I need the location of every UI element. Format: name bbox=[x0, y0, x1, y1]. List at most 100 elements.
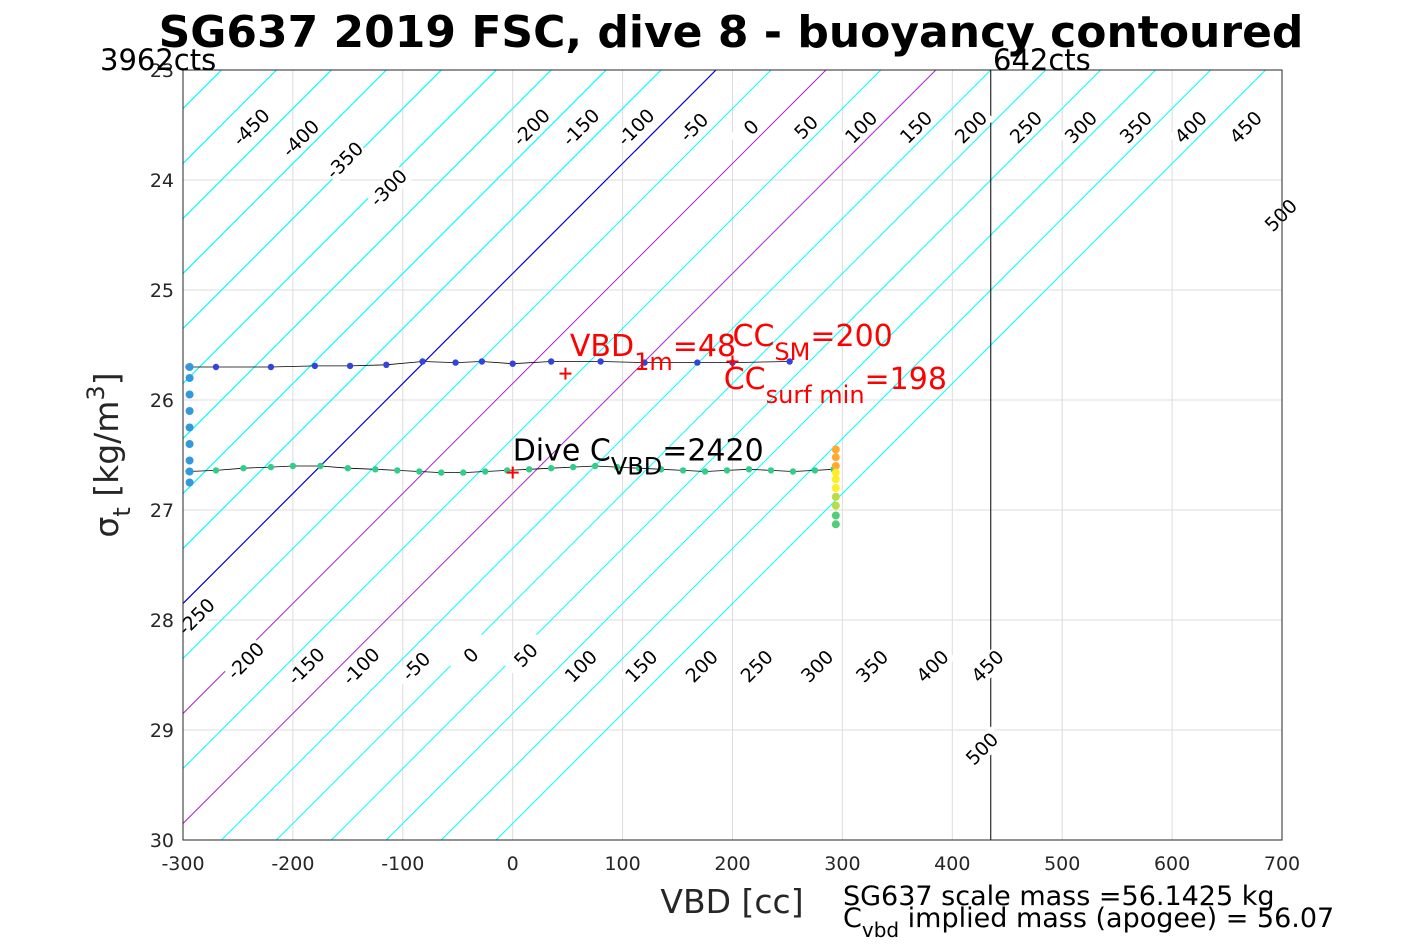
contour-line-100 bbox=[183, 70, 827, 715]
data-point bbox=[267, 463, 275, 471]
data-point bbox=[383, 361, 390, 368]
contour-label: -250 bbox=[174, 594, 220, 640]
contour-label-bg bbox=[366, 165, 412, 211]
contour-label: -300 bbox=[366, 165, 412, 211]
x-tick-label: 700 bbox=[1264, 853, 1300, 875]
y-axis-label-part: ] bbox=[87, 372, 126, 385]
contour-label-bg bbox=[558, 105, 604, 151]
contour-line-extra bbox=[183, 70, 497, 385]
contour-label-bg bbox=[228, 105, 275, 151]
data-point bbox=[185, 390, 194, 399]
contour-line--400 bbox=[183, 70, 277, 165]
contour-label-text: -100 bbox=[338, 644, 384, 690]
contour-line-extra bbox=[183, 70, 607, 495]
data-point bbox=[745, 466, 753, 473]
buoyancy-contours bbox=[0, 70, 1266, 840]
annotation-main: VBD bbox=[570, 329, 634, 364]
data-point bbox=[212, 467, 220, 474]
contour-label-bg bbox=[613, 105, 659, 151]
y-axis-label-part: t bbox=[108, 507, 136, 516]
data-point bbox=[438, 469, 445, 476]
x-tick-label: 400 bbox=[934, 853, 970, 875]
y-axis-label: σt [kg/m3] bbox=[82, 372, 136, 537]
data-point bbox=[635, 465, 643, 472]
axes bbox=[182, 69, 1283, 841]
data-point bbox=[525, 466, 533, 473]
data-point bbox=[767, 467, 775, 474]
contour-label-bg bbox=[1223, 105, 1269, 151]
data-point bbox=[613, 463, 621, 471]
contour-label-bg bbox=[558, 644, 604, 690]
contour-label: 450 bbox=[1223, 105, 1269, 151]
y-tick-label: 27 bbox=[150, 500, 174, 522]
y-tick-label: 24 bbox=[150, 170, 174, 192]
data-point bbox=[831, 511, 840, 520]
x-tick-label: 0 bbox=[507, 853, 519, 875]
contour-label-bg bbox=[948, 105, 995, 151]
annotation-main: Dive C bbox=[513, 434, 611, 469]
footer-scale-mass: SG637 scale mass =56.1425 kg bbox=[843, 881, 1275, 912]
annotation-sub: surf min bbox=[766, 381, 865, 409]
annotation-value: =48 bbox=[673, 329, 736, 364]
x-tick-label: 500 bbox=[1044, 853, 1080, 875]
annotation: Dive CVBD=2420 bbox=[513, 434, 764, 481]
x-tick-label: 600 bbox=[1154, 853, 1190, 875]
contour-line-500 bbox=[495, 70, 1266, 840]
data-point bbox=[831, 475, 840, 484]
footer-implied-mass: Cvbd implied mass (apogee) = 56.07 bbox=[843, 903, 1334, 942]
y-tick-label: 30 bbox=[150, 830, 174, 852]
contour-line--200 bbox=[183, 70, 497, 385]
annotation-sub: VBD bbox=[611, 453, 662, 481]
contour-label-text: -200 bbox=[223, 638, 269, 684]
data-point bbox=[240, 465, 247, 472]
data-point bbox=[452, 359, 459, 366]
data-point bbox=[185, 467, 194, 476]
contour-label-bg bbox=[849, 644, 896, 690]
contour-label-bg bbox=[1058, 105, 1104, 151]
contour-label: 450 bbox=[965, 644, 1011, 690]
y-axis-label-part: [kg/m bbox=[87, 401, 126, 508]
contour-label-bg bbox=[509, 105, 555, 151]
contour-label-bg bbox=[503, 633, 549, 679]
y-tick-label: 26 bbox=[150, 390, 174, 412]
footer: SG637 scale mass =56.1425 kg Cvbd implie… bbox=[843, 881, 1334, 942]
y-axis-label-part: 3 bbox=[82, 385, 110, 400]
data-point bbox=[701, 468, 709, 475]
counts-right-label: 642cts bbox=[993, 43, 1091, 77]
data-point bbox=[831, 453, 840, 462]
annotation-main: CC bbox=[724, 362, 766, 397]
contour-line-extra bbox=[0, 70, 57, 840]
contour-line-50 bbox=[183, 70, 772, 660]
data-point bbox=[786, 358, 793, 365]
x-tick-label: -200 bbox=[271, 853, 314, 875]
data-point bbox=[416, 468, 423, 475]
y-tick-label: 23 bbox=[150, 60, 174, 82]
contour-label: 150 bbox=[619, 644, 665, 690]
contour-label: -400 bbox=[278, 116, 324, 162]
contour-label-bg bbox=[278, 116, 324, 162]
data-point bbox=[212, 363, 220, 371]
contour-label-bg bbox=[729, 105, 775, 151]
chart-title: SG637 2019 FSC, dive 8 - buoyancy contou… bbox=[159, 7, 1304, 58]
annotation: CCsurf min=198 bbox=[724, 362, 947, 409]
contour-line-300 bbox=[276, 70, 1047, 840]
contour-label: 300 bbox=[794, 644, 841, 690]
annotation-value: =2420 bbox=[662, 434, 763, 469]
contour-line-extra bbox=[183, 70, 332, 220]
annotation-value: =200 bbox=[810, 319, 892, 354]
contour-label: 350 bbox=[849, 644, 896, 690]
data-point bbox=[723, 467, 731, 474]
contour-label-bg bbox=[448, 633, 495, 679]
contour-label-bg bbox=[283, 644, 330, 690]
annotation-sub: SM bbox=[774, 338, 810, 366]
annotation: VBD1m=48 bbox=[570, 329, 736, 376]
contour-label-bg bbox=[910, 644, 956, 690]
data-point bbox=[811, 467, 819, 474]
contour-label-bg bbox=[965, 644, 1011, 690]
data-point bbox=[419, 358, 426, 365]
data-point bbox=[694, 359, 701, 366]
data-point bbox=[394, 467, 401, 474]
data-point bbox=[831, 492, 840, 501]
annotation-main: CC bbox=[733, 319, 775, 354]
contour-line-extra bbox=[0, 70, 167, 840]
